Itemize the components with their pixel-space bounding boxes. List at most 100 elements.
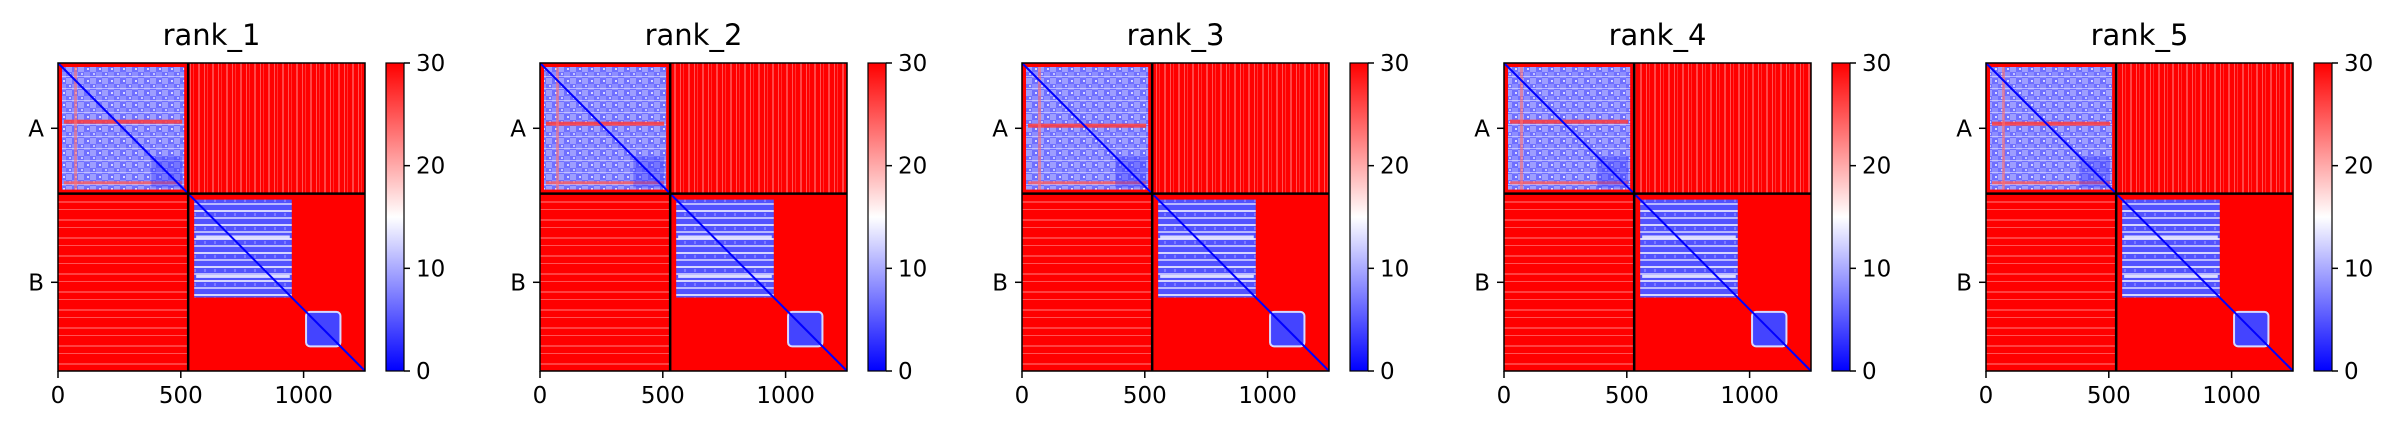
colorbar bbox=[1831, 62, 1851, 372]
heatmap-frame bbox=[1503, 62, 1812, 372]
colorbar-tick-label: 10 bbox=[1862, 256, 1891, 282]
panel-title: rank_3 bbox=[1127, 18, 1225, 52]
y-tick-label: B bbox=[992, 270, 1008, 296]
x-tick-label: 0 bbox=[533, 383, 548, 409]
x-tick-label: 1000 bbox=[756, 383, 815, 409]
heatmap-panel: rank_2 A B 0 500 1000 0 10 20 30 bbox=[510, 18, 927, 409]
x-tick-label: 500 bbox=[641, 383, 685, 409]
x-tick-label: 1000 bbox=[2202, 383, 2261, 409]
pae-diagonal bbox=[1985, 62, 2294, 372]
pae-stripe-b1 bbox=[1642, 235, 1736, 239]
colorbar-tick-label: 30 bbox=[898, 51, 927, 77]
y-tick-label: A bbox=[1956, 116, 1972, 142]
x-tick-label: 0 bbox=[51, 383, 66, 409]
colorbar-tick-label: 30 bbox=[2344, 51, 2373, 77]
colorbar-tick-label: 0 bbox=[2344, 359, 2359, 385]
y-tick-label: B bbox=[28, 270, 44, 296]
x-tick-label: 0 bbox=[1015, 383, 1030, 409]
heatmap-panel: rank_4 A B 0 500 1000 0 10 20 30 bbox=[1474, 18, 1891, 409]
colorbar-tick-label: 0 bbox=[1862, 359, 1877, 385]
x-tick-label: 500 bbox=[1123, 383, 1167, 409]
pae-block-ab bbox=[2116, 63, 2293, 194]
pae-stripe-a3 bbox=[556, 67, 559, 190]
pae-block-ba bbox=[1986, 193, 2117, 371]
panel-title: rank_4 bbox=[1609, 18, 1707, 52]
colorbar-tick-label: 30 bbox=[416, 51, 445, 77]
x-tick-label: 1000 bbox=[274, 383, 333, 409]
pae-block-ba bbox=[540, 193, 671, 371]
pae-diagonal bbox=[1021, 62, 1330, 372]
y-tick-label: A bbox=[28, 116, 44, 142]
pae-block-ab bbox=[1152, 63, 1329, 194]
pae-stripe-b2 bbox=[196, 274, 290, 278]
colorbar-tick-label: 10 bbox=[1380, 256, 1409, 282]
x-tick-label: 1000 bbox=[1720, 383, 1779, 409]
y-tick-label: B bbox=[1956, 270, 1972, 296]
heatmap-frame bbox=[539, 62, 848, 372]
panel-title: rank_2 bbox=[645, 18, 743, 52]
x-tick-label: 0 bbox=[1497, 383, 1512, 409]
pae-stripe-a1 bbox=[1028, 123, 1147, 128]
colorbar-tick-label: 20 bbox=[2344, 154, 2373, 180]
heatmap-panel: rank_3 A B 0 500 1000 0 10 20 30 bbox=[992, 18, 1409, 409]
pae-stripe-b1 bbox=[196, 235, 290, 239]
heatmap-panel: rank_1 A B 0 500 1000 0 10 20 30 bbox=[28, 18, 445, 409]
colorbar-tick-label: 10 bbox=[416, 256, 445, 282]
pae-stripe-b2 bbox=[1160, 274, 1254, 278]
heatmap-frame bbox=[57, 62, 366, 372]
pae-stripe-b1 bbox=[2124, 235, 2218, 239]
pae-stripe-a3 bbox=[1038, 67, 1041, 190]
pae-block-ab bbox=[670, 63, 847, 194]
colorbar bbox=[1349, 62, 1369, 372]
pae-stripe-a2 bbox=[1028, 181, 1147, 185]
pae-block-ab bbox=[1634, 63, 1811, 194]
pae-diagonal bbox=[57, 62, 366, 372]
pae-block-ba bbox=[58, 193, 189, 371]
pae-block-ba bbox=[1022, 193, 1153, 371]
pae-stripe-a3 bbox=[1520, 67, 1523, 190]
y-tick-label: B bbox=[1474, 270, 1490, 296]
colorbar bbox=[867, 62, 887, 372]
heatmap-panel: rank_5 A B 0 500 1000 0 10 20 30 bbox=[1956, 18, 2373, 409]
x-tick-label: 500 bbox=[1605, 383, 1649, 409]
y-tick-label: A bbox=[992, 116, 1008, 142]
pae-block-ab bbox=[188, 63, 365, 194]
colorbar bbox=[2313, 62, 2333, 372]
pae-stripe-b1 bbox=[1160, 235, 1254, 239]
pae-stripe-a2 bbox=[1992, 181, 2111, 185]
colorbar-tick-label: 10 bbox=[2344, 256, 2373, 282]
pae-stripe-a2 bbox=[64, 181, 183, 185]
colorbar-tick-label: 0 bbox=[1380, 359, 1395, 385]
x-tick-label: 500 bbox=[2087, 383, 2131, 409]
colorbar-tick-label: 0 bbox=[898, 359, 913, 385]
colorbar-tick-label: 20 bbox=[416, 154, 445, 180]
pae-diagonal bbox=[1503, 62, 1812, 372]
y-tick-label: B bbox=[510, 270, 526, 296]
colorbar-tick-label: 10 bbox=[898, 256, 927, 282]
pae-stripe-b2 bbox=[2124, 274, 2218, 278]
heatmap-frame bbox=[1985, 62, 2294, 372]
colorbar bbox=[385, 62, 405, 372]
colorbar-tick-label: 30 bbox=[1380, 51, 1409, 77]
colorbar-tick-label: 30 bbox=[1862, 51, 1891, 77]
colorbar-tick-label: 20 bbox=[898, 154, 927, 180]
pae-stripe-a3 bbox=[2002, 67, 2005, 190]
pae-stripe-a1 bbox=[1992, 121, 2111, 126]
panel-title: rank_1 bbox=[163, 18, 261, 52]
pae-stripe-a1 bbox=[64, 119, 183, 124]
x-tick-label: 1000 bbox=[1238, 383, 1297, 409]
colorbar-tick-label: 0 bbox=[416, 359, 431, 385]
pae-stripe-a1 bbox=[1510, 119, 1629, 124]
panel-title: rank_5 bbox=[2091, 18, 2189, 52]
y-tick-label: A bbox=[1474, 116, 1490, 142]
pae-stripe-b2 bbox=[678, 274, 772, 278]
pae-stripe-a2 bbox=[546, 181, 665, 185]
colorbar-tick-label: 20 bbox=[1380, 154, 1409, 180]
pae-diagonal bbox=[539, 62, 848, 372]
x-tick-label: 500 bbox=[159, 383, 203, 409]
pae-stripe-a2 bbox=[1510, 181, 1629, 185]
pae-stripe-a1 bbox=[546, 121, 665, 126]
x-tick-label: 0 bbox=[1979, 383, 1994, 409]
pae-stripe-a3 bbox=[74, 67, 77, 190]
